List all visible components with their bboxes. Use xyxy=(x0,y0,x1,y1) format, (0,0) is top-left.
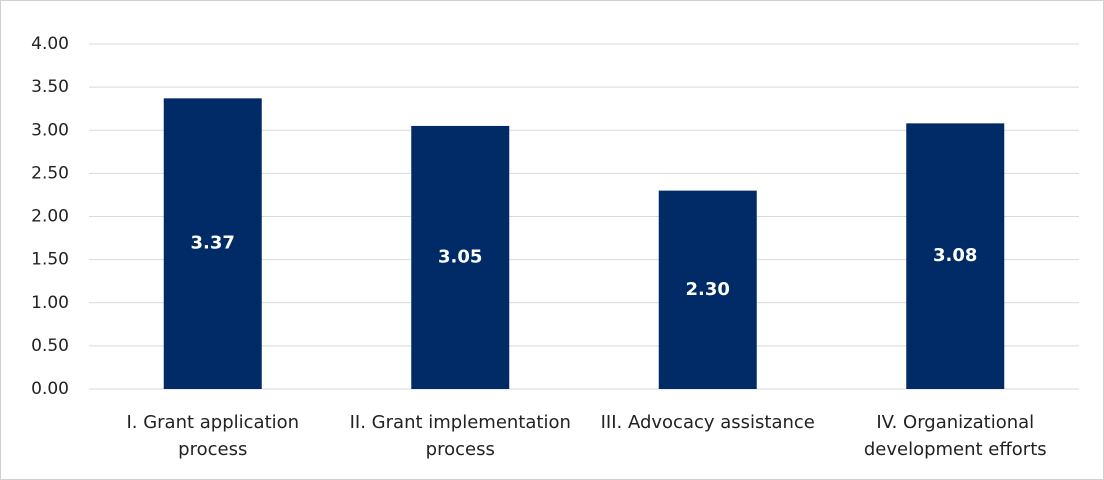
y-tick-label: 0.50 xyxy=(31,336,69,356)
x-tick-label: I. Grant application process xyxy=(126,412,300,460)
bar xyxy=(163,98,262,390)
value-label: 3.37 xyxy=(191,233,235,254)
y-tick-label: 0.00 xyxy=(31,379,69,399)
y-tick-label: 4.00 xyxy=(31,34,69,54)
y-tick-label: 3.00 xyxy=(31,120,69,140)
bar xyxy=(658,190,757,389)
bar xyxy=(411,125,510,389)
x-tick-label: III. Advocacy assistance xyxy=(600,412,815,433)
bar xyxy=(906,123,1005,389)
y-tick-label: 1.00 xyxy=(31,293,69,313)
y-tick-label: 1.50 xyxy=(31,250,69,270)
y-tick-label: 2.00 xyxy=(31,207,69,227)
value-label: 2.30 xyxy=(686,279,730,300)
y-tick-label: 3.50 xyxy=(31,77,69,97)
y-tick-label: 2.50 xyxy=(31,163,69,183)
x-tick-label: II. Grant implementation process xyxy=(349,412,571,460)
value-label: 3.05 xyxy=(438,246,482,267)
x-tick-label: IV. Organizational development efforts xyxy=(863,412,1047,460)
value-label: 3.08 xyxy=(933,245,977,266)
